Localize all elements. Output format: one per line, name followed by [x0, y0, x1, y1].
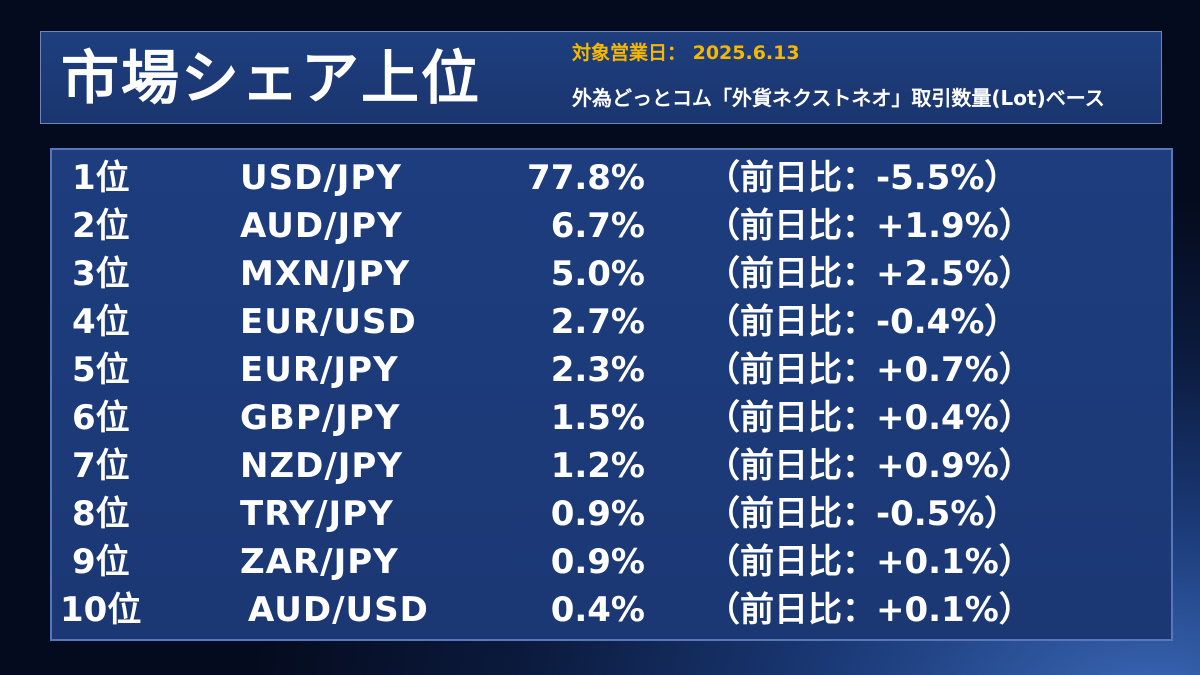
ranking-row-7: 7位 NZD/JPY 1.2% （前日比：+0.9%） — [52, 442, 1171, 490]
currency-pair: MXN/JPY — [240, 254, 411, 294]
market-share: 0.4% — [550, 590, 645, 630]
market-share: 1.2% — [550, 446, 645, 486]
currency-pair: AUD/JPY — [240, 206, 403, 246]
currency-pair: ZAR/JPY — [240, 542, 399, 582]
rank-label: 7位 — [72, 446, 130, 486]
ranking-row-8: 8位 TRY/JPY 0.9% （前日比：-0.5%） — [52, 490, 1171, 538]
ranking-row-5: 5位 EUR/JPY 2.3% （前日比：+0.7%） — [52, 346, 1171, 394]
currency-pair: EUR/JPY — [240, 350, 399, 390]
day-over-day-change: （前日比：+0.4%） — [706, 398, 1033, 438]
ranking-row-4: 4位 EUR/USD 2.7% （前日比：-0.4%） — [52, 298, 1171, 346]
market-share: 2.3% — [550, 350, 645, 390]
rank-label: 8位 — [72, 494, 130, 534]
market-share: 0.9% — [550, 542, 645, 582]
rank-label: 2位 — [72, 206, 130, 246]
ranking-row-9: 9位 ZAR/JPY 0.9% （前日比：+0.1%） — [52, 538, 1171, 586]
currency-pair: USD/JPY — [240, 158, 402, 198]
rank-label: 3位 — [72, 254, 130, 294]
day-over-day-change: （前日比：+0.9%） — [706, 446, 1033, 486]
day-over-day-change: （前日比：+1.9%） — [706, 206, 1033, 246]
day-over-day-change: （前日比：-5.5%） — [706, 158, 1019, 198]
rank-label: 9位 — [72, 542, 130, 582]
header-banner: 市場シェア上位 対象営業日： 2025.6.13 外為どっとコム「外貨ネクストネ… — [40, 31, 1162, 124]
market-share: 2.7% — [550, 302, 645, 342]
rank-label: 10位 — [60, 590, 142, 630]
rank-label: 1位 — [72, 158, 130, 198]
market-share: 5.0% — [550, 254, 645, 294]
business-date: 対象営業日： 2025.6.13 — [572, 42, 800, 64]
rank-label: 6位 — [72, 398, 130, 438]
ranking-row-10: 10位 AUD/USD 0.4% （前日比：+0.1%） — [52, 586, 1171, 634]
ranking-row-2: 2位 AUD/JPY 6.7% （前日比：+1.9%） — [52, 202, 1171, 250]
page-title: 市場シェア上位 — [61, 44, 482, 112]
currency-pair: NZD/JPY — [240, 446, 403, 486]
day-over-day-change: （前日比：+0.1%） — [706, 542, 1033, 582]
day-over-day-change: （前日比：+2.5%） — [706, 254, 1033, 294]
ranking-row-6: 6位 GBP/JPY 1.5% （前日比：+0.4%） — [52, 394, 1171, 442]
market-share: 77.8% — [527, 158, 645, 198]
day-over-day-change: （前日比：+0.7%） — [706, 350, 1033, 390]
rank-label: 4位 — [72, 302, 130, 342]
rank-label: 5位 — [72, 350, 130, 390]
currency-pair: TRY/JPY — [240, 494, 394, 534]
ranking-row-3: 3位 MXN/JPY 5.0% （前日比：+2.5%） — [52, 250, 1171, 298]
market-share: 0.9% — [550, 494, 645, 534]
ranking-table: 1位 USD/JPY 77.8% （前日比：-5.5%） 2位 AUD/JPY … — [50, 148, 1173, 641]
ranking-row-1: 1位 USD/JPY 77.8% （前日比：-5.5%） — [52, 154, 1171, 202]
day-over-day-change: （前日比：-0.4%） — [706, 302, 1019, 342]
market-share: 1.5% — [550, 398, 645, 438]
day-over-day-change: （前日比：-0.5%） — [706, 494, 1019, 534]
currency-pair: EUR/USD — [240, 302, 417, 342]
currency-pair: GBP/JPY — [240, 398, 401, 438]
market-share: 6.7% — [550, 206, 645, 246]
currency-pair: AUD/USD — [248, 590, 429, 630]
day-over-day-change: （前日比：+0.1%） — [706, 590, 1033, 630]
data-basis-subtitle: 外為どっとコム「外貨ネクストネオ」取引数量(Lot)ベース — [572, 86, 1105, 110]
